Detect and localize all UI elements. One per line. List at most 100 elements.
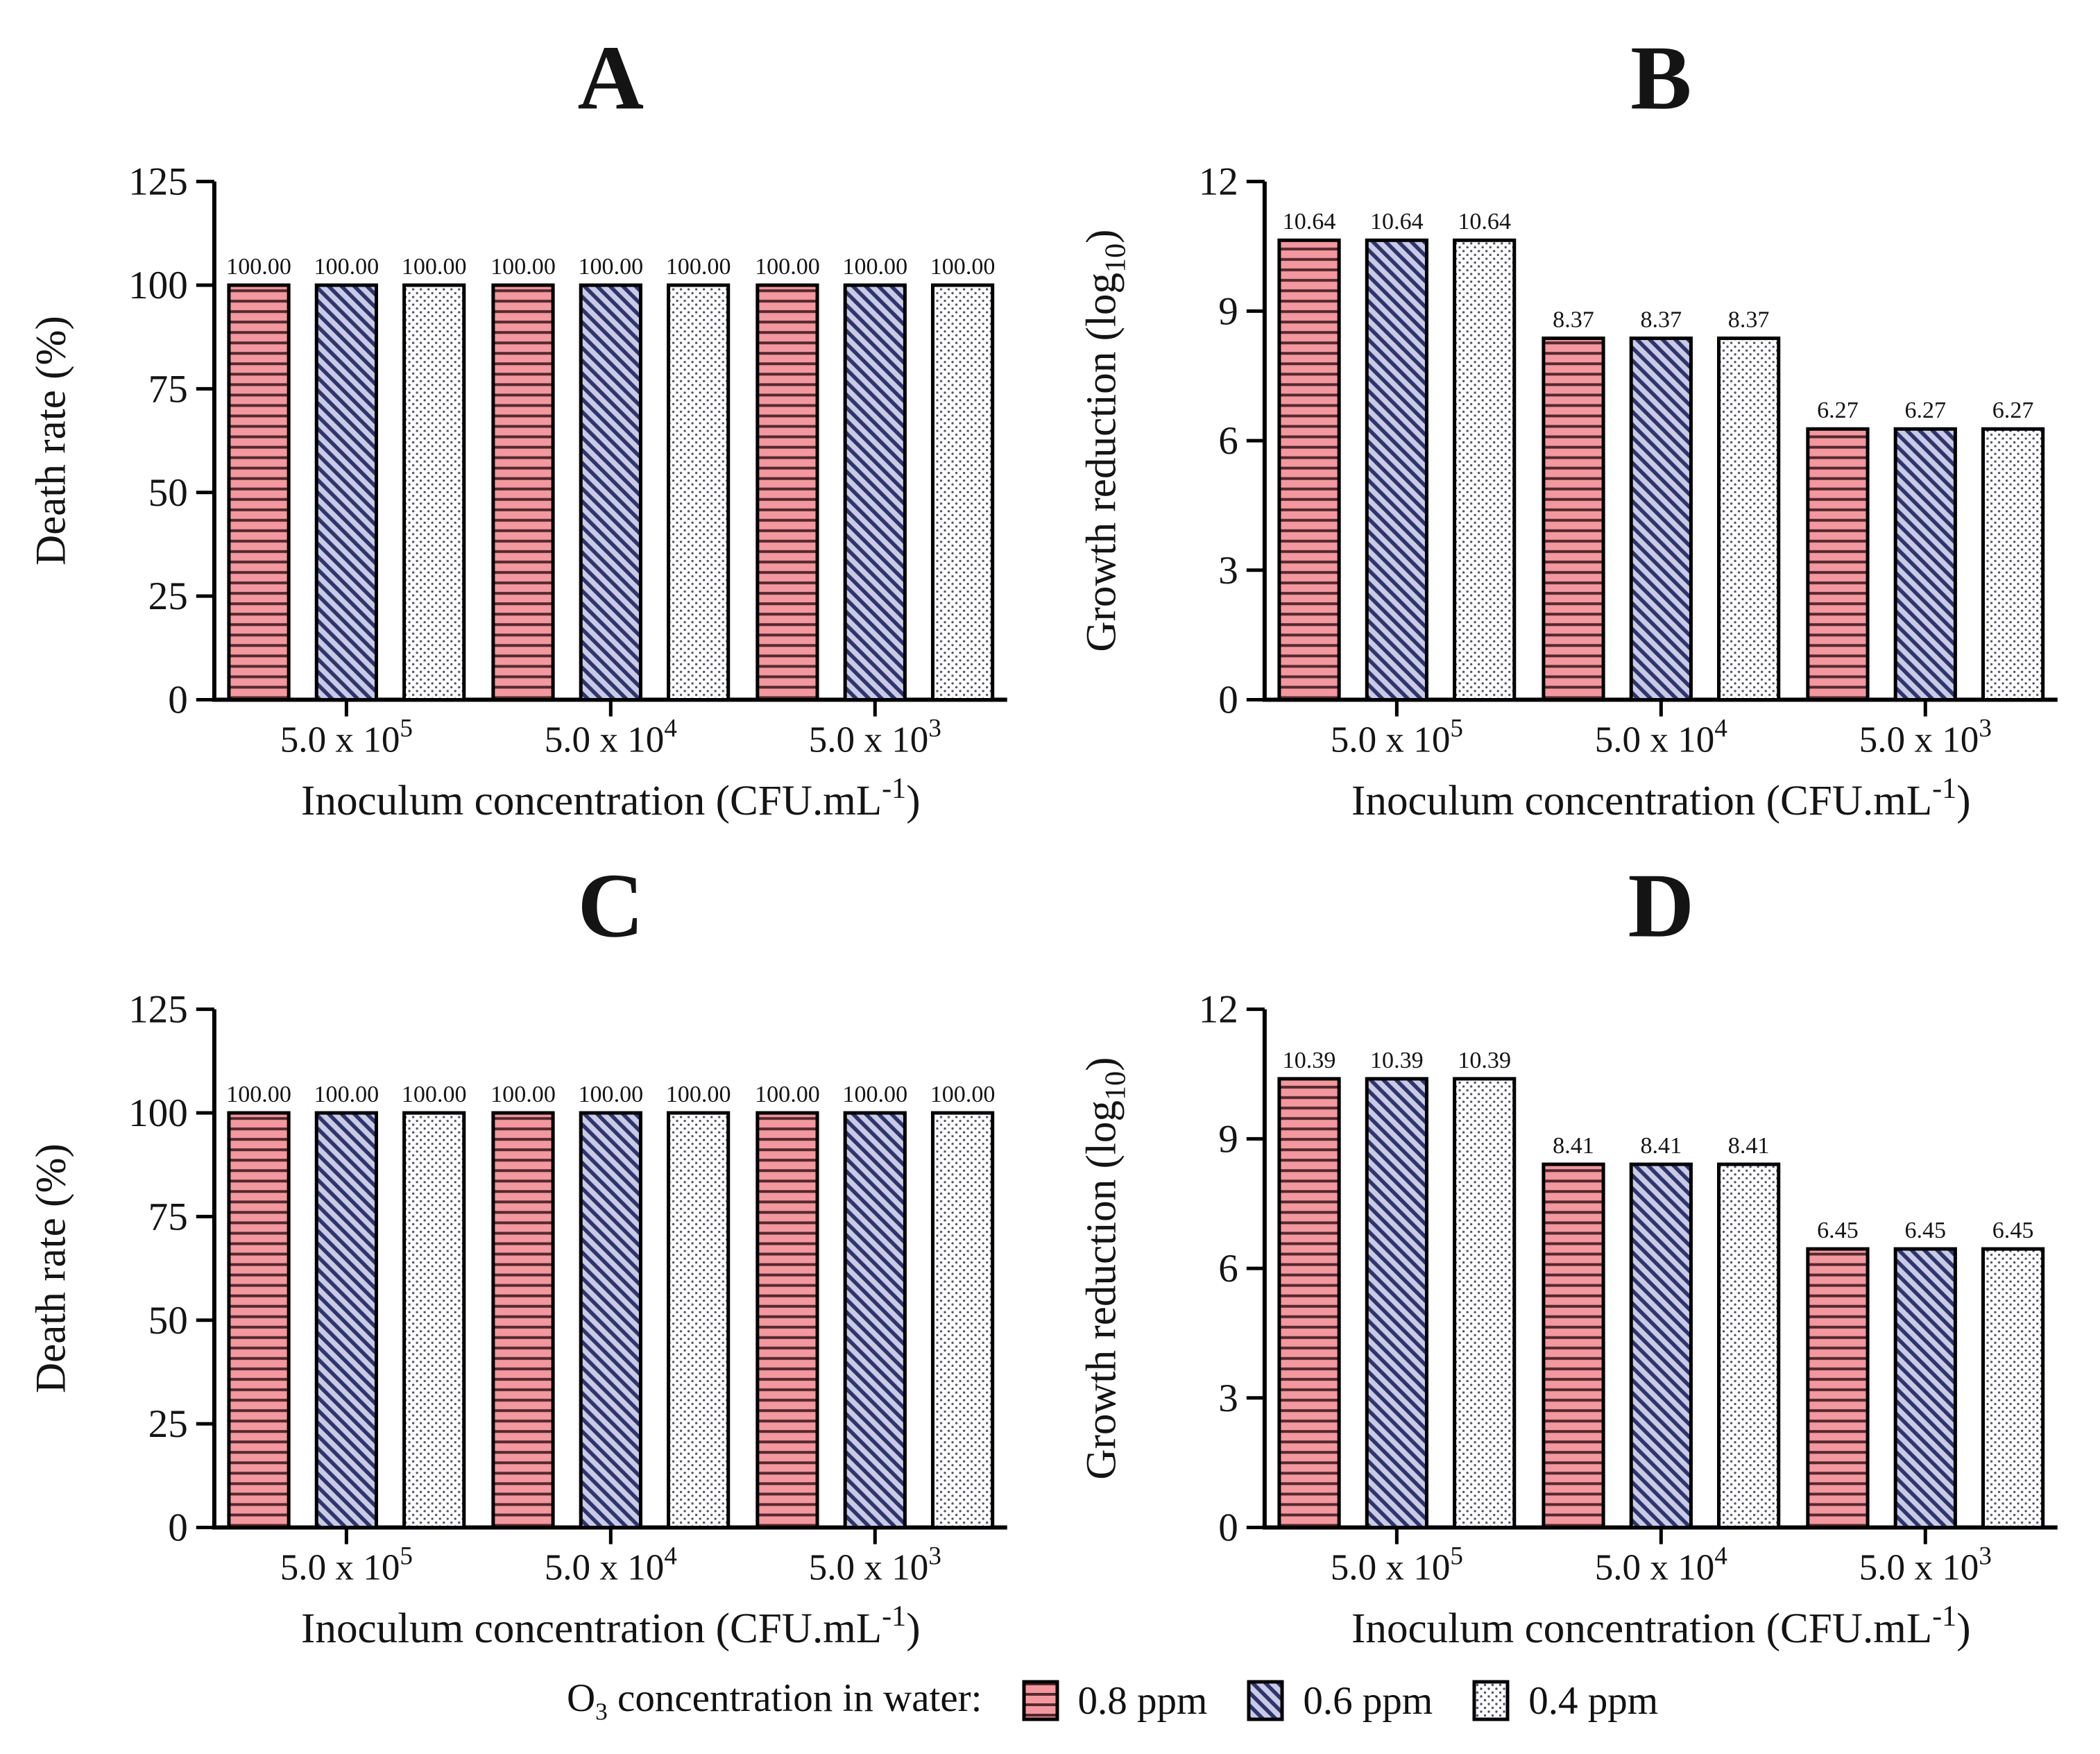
- bar-value-label: 10.64: [1370, 209, 1424, 235]
- x-axis-label: Inoculum concentration (CFU.mL-1): [301, 1600, 921, 1652]
- bar-0.6ppm: [1893, 1247, 1957, 1530]
- panel-a-chart: A 0 25 50 75 100 125 Death rate (%) 5.0 x 105 100…: [28, 26, 1007, 824]
- bar-0.4ppm: [1716, 337, 1780, 702]
- bar-0.4ppm: [1716, 1162, 1780, 1530]
- bar-0.8ppm: [227, 1111, 291, 1530]
- y-tick-label: 3: [1218, 1377, 1238, 1420]
- y-tick-label: 3: [1218, 549, 1238, 593]
- bar-0.6ppm: [1365, 238, 1428, 702]
- bar-0.6ppm: [579, 1111, 642, 1530]
- y-tick-label: 0: [168, 1506, 188, 1550]
- bar-0.8ppm: [227, 283, 291, 702]
- bar-value-label: 10.39: [1370, 1048, 1424, 1073]
- legend-title-pre: O: [566, 1676, 596, 1720]
- bar-0.4ppm: [930, 1111, 995, 1530]
- y-tick-label: 0: [168, 679, 188, 722]
- bar-0.4ppm: [402, 1111, 466, 1530]
- bar-0.8ppm: [1541, 1162, 1605, 1530]
- bar-value-label: 100.00: [578, 254, 643, 280]
- bar-0.4ppm: [667, 283, 731, 702]
- panel-title: C: [578, 854, 644, 956]
- legend: O3 concentration in water: 0.8 ppm 0.6 p…: [68, 1660, 2100, 1742]
- bar-value-label: 100.00: [578, 1082, 643, 1107]
- x-category-label: 5.0 x 105: [1330, 1542, 1462, 1588]
- bar-0.6ppm: [314, 283, 378, 702]
- bar-0.6ppm: [314, 1111, 378, 1530]
- y-tick-label: 12: [1198, 160, 1238, 204]
- bar-value-label: 8.41: [1727, 1133, 1769, 1159]
- panel-title: A: [578, 26, 644, 128]
- bar-value-label: 10.39: [1458, 1048, 1511, 1073]
- bar-0.4ppm: [1981, 427, 2044, 702]
- y-tick-label: 9: [1218, 1117, 1238, 1161]
- bar-0.8ppm: [1805, 427, 1870, 702]
- bar-0.4ppm: [402, 283, 466, 702]
- bar-value-label: 100.00: [314, 254, 379, 280]
- legend-label: 0.6 ppm: [1303, 1678, 1433, 1723]
- bar-0.6ppm: [843, 283, 907, 702]
- y-tick-label: 9: [1218, 289, 1238, 333]
- bar-0.4ppm: [1981, 1247, 2044, 1530]
- bar-0.8ppm: [756, 1111, 819, 1530]
- x-category-label: 5.0 x 104: [545, 1542, 677, 1588]
- legend-item-0.6ppm: 0.6 ppm: [1246, 1678, 1433, 1723]
- legend-label: 0.4 ppm: [1528, 1678, 1659, 1723]
- y-tick-label: 25: [148, 1402, 188, 1446]
- y-tick-label: 125: [128, 988, 188, 1032]
- bar-0.6ppm: [1629, 1162, 1693, 1530]
- bar-value-label: 10.64: [1282, 209, 1335, 235]
- y-tick-label: 50: [148, 1299, 188, 1343]
- bar-0.8ppm: [491, 283, 555, 702]
- bar-0.8ppm: [1277, 238, 1341, 702]
- y-tick-label: 125: [128, 160, 188, 204]
- y-tick-label: 0: [1218, 679, 1238, 722]
- bar-0.4ppm: [1452, 238, 1516, 702]
- bar-value-label: 8.41: [1553, 1133, 1594, 1159]
- panel-title: B: [1630, 26, 1691, 128]
- legend-item-0.8ppm: 0.8 ppm: [1021, 1678, 1208, 1723]
- y-tick-label: 25: [148, 574, 188, 618]
- x-category-label: 5.0 x 104: [1594, 1542, 1727, 1588]
- bar-0.4ppm: [667, 1111, 731, 1530]
- y-tick-label: 12: [1198, 988, 1238, 1032]
- x-axis-label: Inoculum concentration (CFU.mL-1): [1351, 772, 1971, 824]
- y-tick-label: 75: [148, 367, 188, 411]
- bar-value-label: 100.00: [402, 1082, 467, 1107]
- bar-0.4ppm: [930, 283, 995, 702]
- y-axis-label: Growth reduction (log10): [1078, 1057, 1132, 1479]
- bar-0.8ppm: [756, 283, 819, 702]
- bar-0.8ppm: [491, 1111, 555, 1530]
- bar-value-label: 100.00: [226, 1082, 291, 1107]
- bar-value-label: 100.00: [930, 1082, 996, 1107]
- legend-swatch-horizontal-lines-icon: [1022, 1680, 1059, 1721]
- bar-value-label: 8.37: [1553, 307, 1594, 333]
- bar-value-label: 6.27: [1904, 398, 1946, 423]
- x-category-label: 5.0 x 103: [1859, 715, 1991, 760]
- bar-value-label: 100.00: [755, 1082, 820, 1107]
- bar-value-label: 6.45: [1992, 1218, 2033, 1243]
- legend-label: 0.8 ppm: [1077, 1678, 1208, 1723]
- bar-value-label: 100.00: [314, 1082, 379, 1107]
- bar-value-label: 100.00: [490, 1082, 556, 1107]
- x-category-label: 5.0 x 104: [1594, 715, 1727, 760]
- x-axis-label: Inoculum concentration (CFU.mL-1): [301, 772, 921, 824]
- legend-title-post: concentration in water:: [607, 1676, 982, 1720]
- bar-0.8ppm: [1277, 1077, 1341, 1530]
- x-category-label: 5.0 x 105: [280, 715, 413, 760]
- y-tick-label: 6: [1218, 419, 1238, 463]
- bar-value-label: 8.37: [1727, 307, 1769, 333]
- bar-value-label: 6.45: [1904, 1218, 1946, 1243]
- bar-0.8ppm: [1805, 1247, 1870, 1530]
- bar-value-label: 100.00: [842, 254, 907, 280]
- bar-value-label: 8.41: [1640, 1133, 1682, 1159]
- y-tick-label: 100: [128, 1091, 188, 1135]
- bar-value-label: 100.00: [490, 254, 556, 280]
- legend-title-sub: 3: [595, 1698, 608, 1726]
- legend-swatch-diagonal-lines-icon: [1247, 1680, 1284, 1721]
- bar-value-label: 100.00: [930, 254, 996, 280]
- x-category-label: 5.0 x 105: [1330, 715, 1462, 760]
- y-tick-label: 75: [148, 1195, 188, 1238]
- bar-0.6ppm: [843, 1111, 907, 1530]
- bar-value-label: 10.64: [1458, 209, 1511, 235]
